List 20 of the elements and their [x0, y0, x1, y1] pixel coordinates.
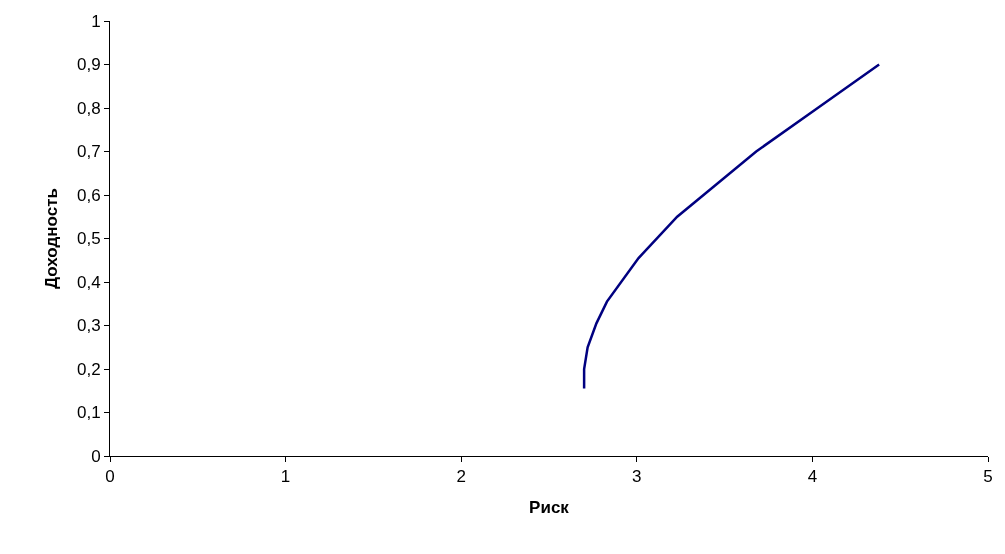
- x-tick-label: 4: [807, 467, 818, 487]
- y-tick-label: 0,3: [76, 316, 101, 336]
- line-series: [582, 63, 881, 390]
- y-tick-label: 0,8: [76, 98, 101, 118]
- x-tick-label: 5: [983, 467, 993, 487]
- y-tick-label: 0,1: [76, 403, 101, 423]
- y-axis-title: Доходность: [41, 188, 61, 289]
- x-tick-label: 0: [105, 467, 115, 487]
- y-tick-label: 0,7: [76, 142, 101, 162]
- x-tick-label: 1: [280, 467, 291, 487]
- y-tick-label: 0,9: [76, 55, 101, 75]
- y-tick-label: 0,6: [76, 185, 101, 205]
- x-axis-title: Риск: [529, 497, 570, 517]
- y-tick-label: 1: [91, 11, 101, 31]
- y-tick-label: 0,5: [76, 229, 101, 249]
- x-tick-label: 2: [456, 467, 466, 487]
- y-tick-label: 0: [91, 446, 101, 466]
- x-tick-label: 3: [632, 467, 642, 487]
- y-tick-label: 0,2: [76, 359, 101, 379]
- y-tick-label: 0,4: [76, 272, 101, 292]
